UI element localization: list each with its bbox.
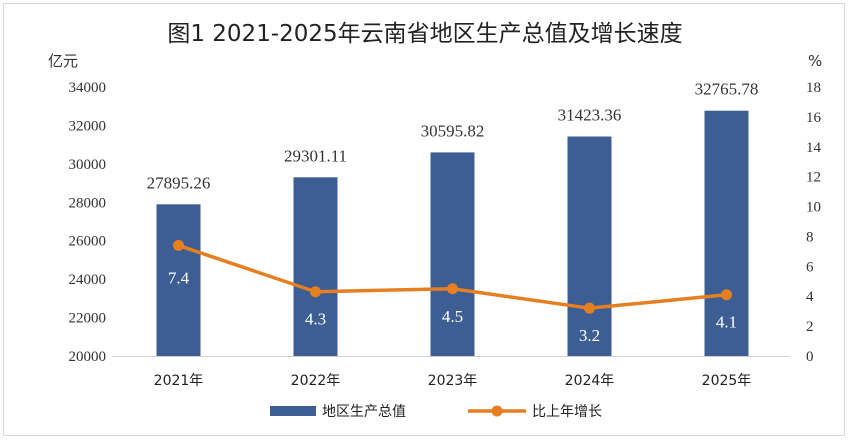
chart-title: 图1 2021-2025年云南省地区生产总值及增长速度 <box>167 21 682 47</box>
right-tick-label: 14 <box>806 140 822 156</box>
left-tick-label: 26000 <box>69 234 107 250</box>
right-tick-label: 6 <box>806 259 814 275</box>
left-tick-label: 30000 <box>69 157 107 173</box>
right-tick-label: 8 <box>806 229 814 245</box>
right-tick-label: 0 <box>806 349 814 365</box>
right-tick-label: 16 <box>806 110 822 126</box>
category-label: 2023年 <box>428 373 478 389</box>
growth-value-label: 3.2 <box>579 326 600 345</box>
bar-value-label: 30595.82 <box>421 121 485 140</box>
bar-2021年 <box>156 204 201 356</box>
right-axis: 0 2 4 6 8 10 12 14 16 18 <box>806 80 822 365</box>
category-label: 2021年 <box>154 373 204 389</box>
growth-point-2025年 <box>721 289 732 301</box>
legend-line-marker <box>491 405 503 417</box>
growth-value-label: 7.4 <box>168 268 190 287</box>
legend-bar-label: 地区生产总值 <box>322 404 406 420</box>
legend: 地区生产总值 比上年增长 <box>270 404 602 420</box>
left-tick-label: 24000 <box>69 272 107 288</box>
left-tick-label: 34000 <box>69 80 107 96</box>
left-tick-label: 20000 <box>69 349 107 365</box>
growth-point-2023年 <box>447 283 458 295</box>
category-label: 2025年 <box>702 373 752 389</box>
chart-frame <box>3 3 845 436</box>
bar-2022年 <box>293 177 338 356</box>
left-tick-label: 32000 <box>69 118 107 134</box>
category-label: 2024年 <box>565 373 615 389</box>
bar-2024年 <box>567 136 612 356</box>
left-tick-label: 22000 <box>69 311 107 327</box>
line-series <box>173 239 732 314</box>
bar-2023年 <box>430 152 475 356</box>
x-axis-categories: 2021年 2022年 2023年 2024年 2025年 <box>154 373 752 389</box>
left-tick-label: 28000 <box>69 195 107 211</box>
bar-value-label: 27895.26 <box>147 173 211 192</box>
bar-value-labels: 27895.26 29301.11 30595.82 31423.36 32765.78 <box>147 80 759 193</box>
left-axis: 20000 22000 24000 26000 28000 30000 32000 34000 <box>69 80 107 365</box>
right-tick-label: 18 <box>806 80 821 96</box>
growth-point-2022年 <box>310 286 321 298</box>
left-axis-unit: 亿元 <box>48 52 78 70</box>
right-tick-label: 12 <box>806 170 821 186</box>
growth-value-label: 4.1 <box>716 313 737 332</box>
growth-value-labels: 7.4 4.3 4.5 3.2 4.1 <box>168 268 737 345</box>
right-tick-label: 10 <box>806 200 821 216</box>
bar-series <box>156 110 749 356</box>
growth-value-label: 4.3 <box>305 310 326 329</box>
right-axis-unit: % <box>808 52 822 70</box>
growth-point-2024年 <box>584 302 595 314</box>
growth-value-label: 4.5 <box>442 307 463 326</box>
right-tick-label: 2 <box>806 319 814 335</box>
legend-bar-swatch <box>270 406 316 416</box>
category-label: 2022年 <box>291 373 341 389</box>
bar-value-label: 32765.78 <box>695 80 759 99</box>
bar-2025年 <box>704 110 749 356</box>
right-tick-label: 4 <box>806 289 814 305</box>
bar-value-label: 31423.36 <box>558 106 622 125</box>
bar-value-label: 29301.11 <box>284 146 347 165</box>
legend-line-label: 比上年增长 <box>532 404 602 420</box>
growth-point-2021年 <box>173 239 184 251</box>
